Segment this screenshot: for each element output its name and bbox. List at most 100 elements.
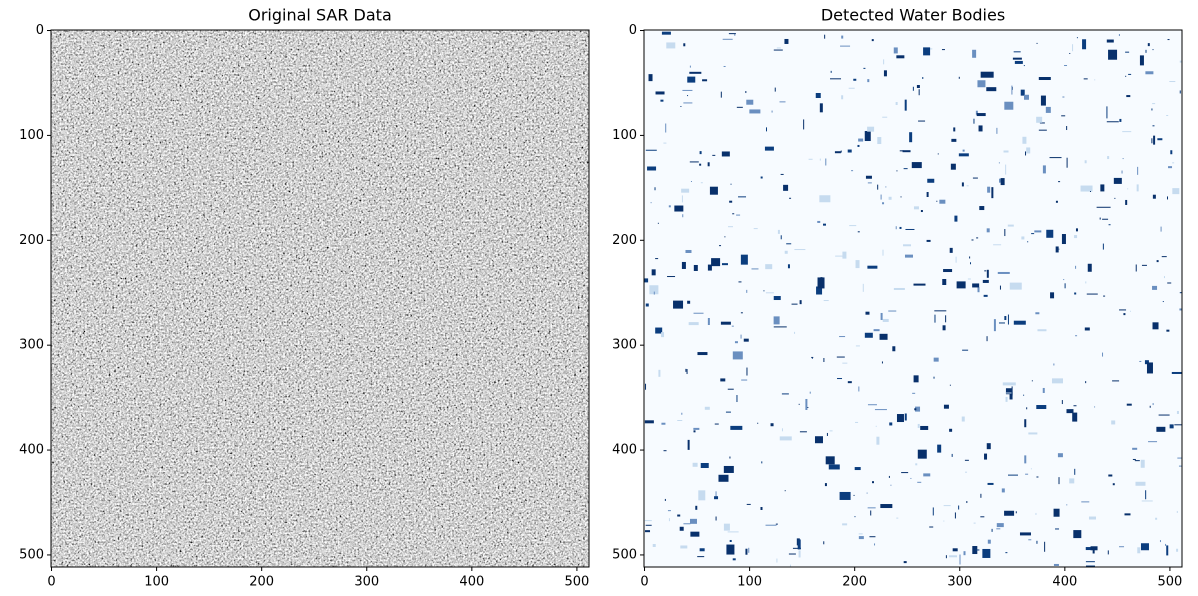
water-patch: [1042, 165, 1046, 174]
water-patch: [871, 481, 874, 484]
water-patch: [873, 329, 880, 332]
water-patch: [996, 523, 1004, 528]
water-patch: [883, 59, 885, 65]
water-patch: [723, 523, 730, 531]
water-patch: [858, 533, 863, 535]
water-patch: [1152, 285, 1158, 290]
water-patch: [663, 142, 667, 144]
water-patch: [849, 225, 857, 227]
water-patch: [784, 250, 788, 254]
water-patch: [979, 206, 985, 211]
water-patch: [728, 33, 736, 35]
water-patch: [889, 422, 893, 426]
water-patch: [854, 516, 856, 518]
water-patch: [1053, 563, 1059, 566]
water-patch: [980, 516, 985, 518]
water-patch: [892, 346, 896, 352]
water-patch: [1049, 157, 1062, 159]
x-tick-label: 300: [947, 575, 972, 590]
water-patch: [899, 150, 904, 152]
water-patch: [941, 49, 945, 51]
water-patch: [647, 166, 657, 171]
water-patch: [923, 47, 931, 56]
image-background: [51, 30, 589, 567]
water-patch: [1170, 150, 1173, 155]
water-patch: [933, 357, 939, 362]
water-patch: [830, 70, 832, 73]
water-patch: [1152, 103, 1156, 105]
water-patch: [943, 269, 953, 273]
water-patch: [1011, 85, 1013, 95]
water-patch: [1179, 90, 1181, 94]
water-patch: [1167, 282, 1172, 284]
water-patch: [885, 186, 887, 188]
water-patch: [699, 163, 702, 166]
water-patch: [1114, 197, 1116, 199]
water-patch: [798, 403, 800, 405]
water-patch: [648, 74, 653, 82]
water-patch: [1113, 177, 1122, 184]
water-patch: [1157, 138, 1163, 141]
water-patch: [1019, 532, 1031, 536]
water-patch: [982, 279, 989, 283]
water-patch: [839, 491, 851, 500]
water-patch: [936, 200, 938, 202]
water-patch: [951, 453, 953, 457]
water-patch: [815, 93, 821, 99]
x-tick-label: 500: [565, 575, 590, 590]
image: [644, 30, 1182, 567]
water-patch: [1005, 552, 1008, 554]
water-patch: [1148, 441, 1158, 443]
water-patch: [1144, 360, 1149, 365]
water-patch: [766, 127, 768, 132]
water-patch: [903, 244, 912, 247]
water-patch: [890, 484, 892, 486]
water-patch: [841, 95, 844, 100]
water-patch: [1125, 75, 1127, 77]
water-patch: [1061, 400, 1063, 405]
water-patch: [738, 281, 742, 283]
water-patch: [1102, 352, 1104, 357]
water-patch: [655, 258, 659, 260]
water-patch: [805, 398, 808, 410]
water-patch: [851, 170, 854, 172]
water-patch: [695, 505, 698, 510]
water-patch: [820, 277, 823, 285]
water-patch: [727, 388, 734, 390]
water-patch: [780, 173, 784, 175]
water-patch: [1005, 164, 1007, 175]
water-patch: [1055, 528, 1060, 530]
water-patch: [1176, 510, 1178, 513]
water-patch: [1107, 156, 1110, 160]
water-patch: [1026, 407, 1028, 410]
water-patch: [882, 202, 885, 205]
water-patch: [746, 503, 751, 505]
water-patch: [724, 236, 726, 238]
water-patch: [973, 522, 976, 524]
water-patch: [1140, 543, 1149, 551]
water-patch: [1152, 403, 1154, 406]
water-patch: [718, 474, 729, 482]
water-patch: [1031, 380, 1033, 382]
water-patch: [1036, 540, 1038, 544]
water-patch: [645, 303, 649, 307]
water-patch: [1126, 403, 1132, 406]
water-patch: [661, 31, 671, 35]
water-patch: [972, 283, 980, 288]
water-patch: [986, 443, 991, 450]
water-patch: [693, 427, 700, 430]
water-patch: [693, 430, 696, 433]
water-patch: [1066, 409, 1074, 414]
water-patch: [732, 351, 743, 360]
water-patch: [975, 549, 980, 551]
water-patch: [773, 49, 783, 51]
water-patch: [1108, 49, 1118, 60]
water-patch: [1140, 459, 1145, 468]
water-patch: [1181, 533, 1182, 542]
water-patch: [1007, 224, 1014, 227]
water-patch: [911, 162, 922, 169]
water-patch: [977, 80, 986, 88]
water-patch: [689, 65, 691, 68]
water-patch: [917, 423, 920, 428]
water-patch: [1179, 60, 1182, 63]
